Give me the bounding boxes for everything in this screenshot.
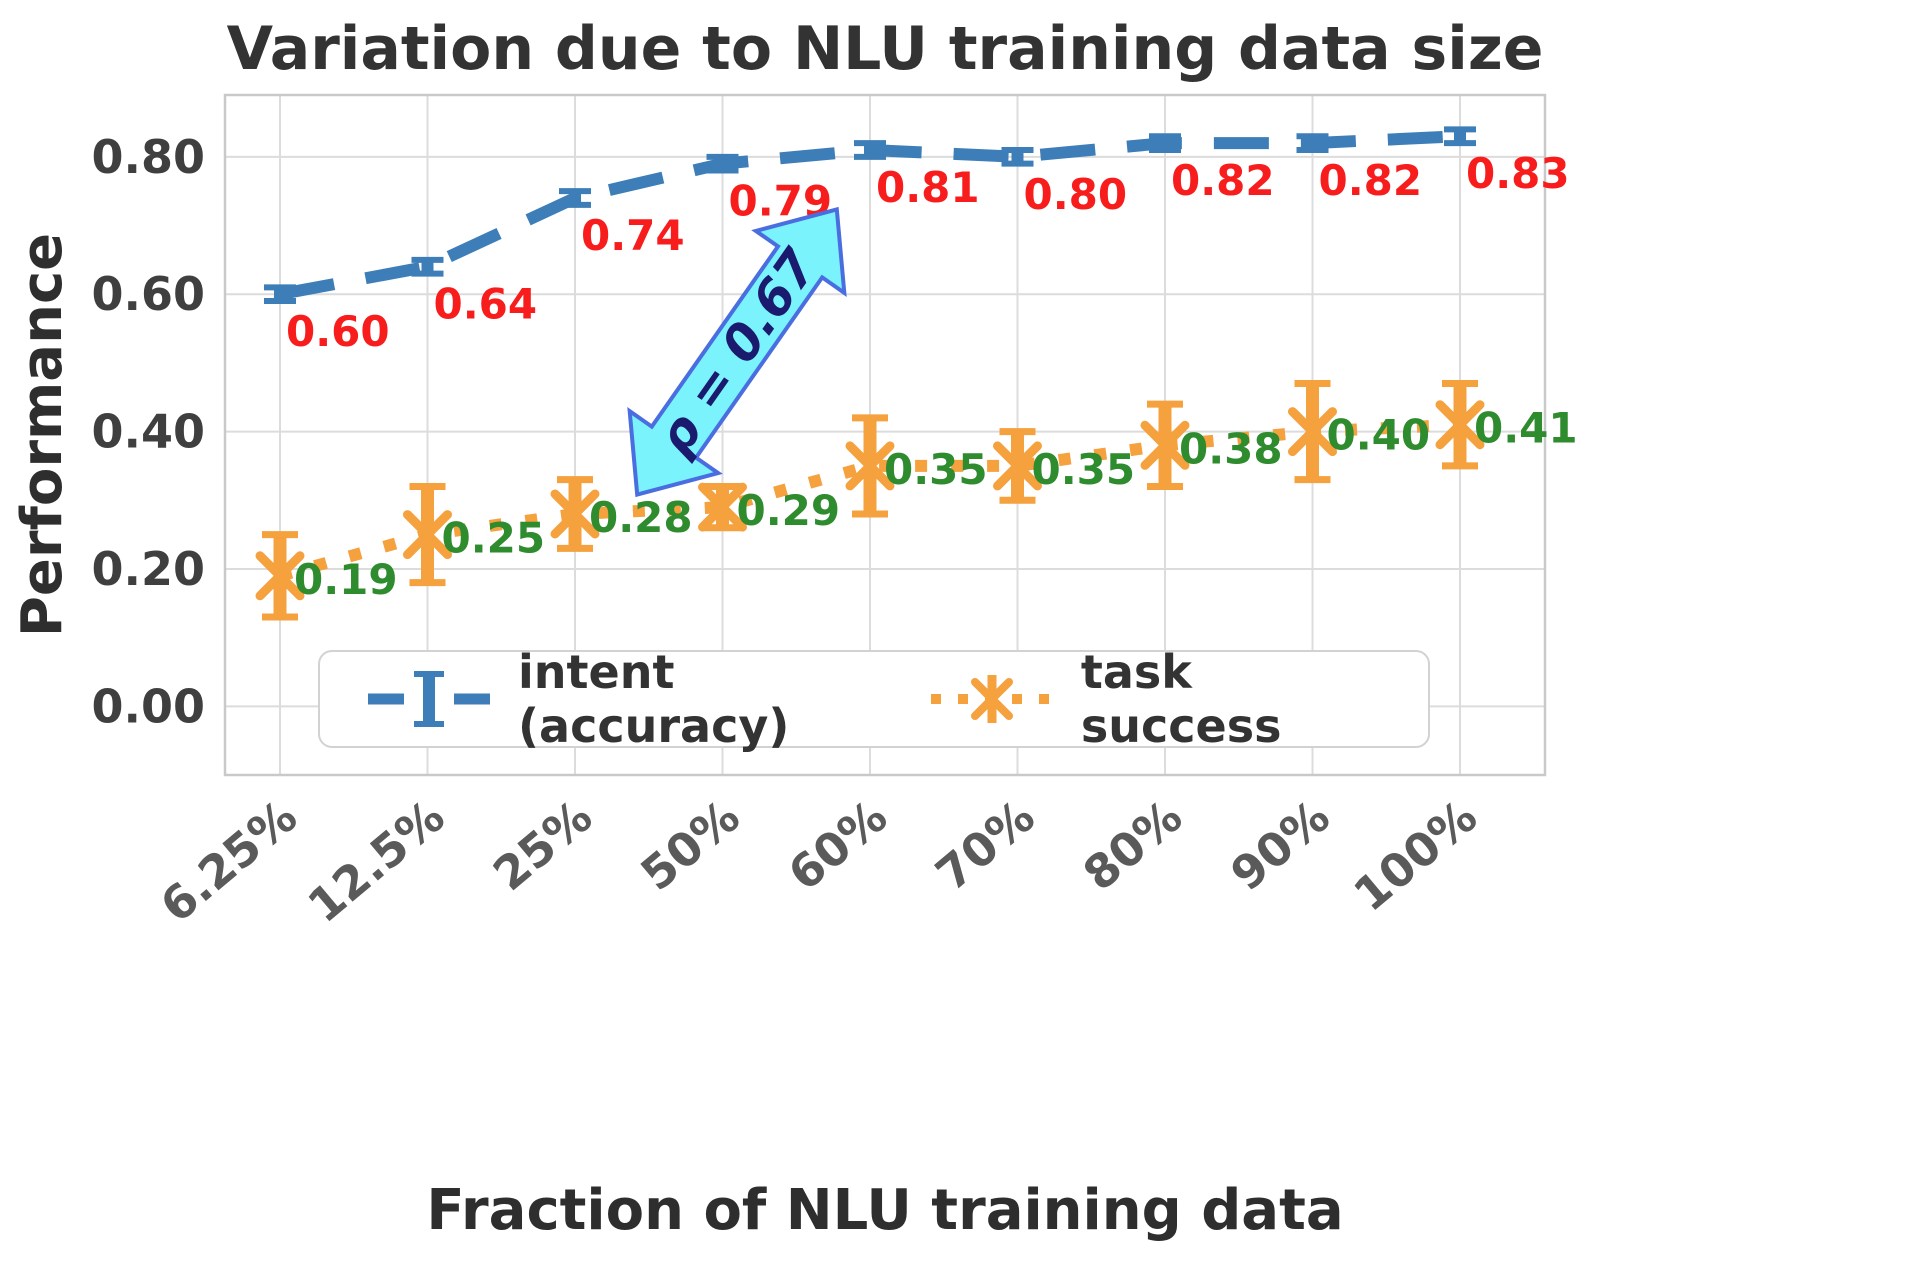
legend-label-task-success: task success (1080, 645, 1282, 753)
svg-text:0.60: 0.60 (92, 267, 206, 321)
svg-text:0.19: 0.19 (294, 555, 398, 604)
intent-value-labels: 0.600.640.740.79 0.81 0.80 0.82 0.82 0.83 (286, 149, 1570, 356)
svg-text:0.38: 0.38 (1179, 424, 1283, 473)
legend-item-task-success: task success (929, 645, 1382, 753)
svg-text:0.35: 0.35 (1032, 445, 1136, 494)
svg-text:12.5%: 12.5% (298, 789, 455, 933)
svg-text:0.41: 0.41 (1474, 404, 1578, 453)
svg-text:0.40: 0.40 (92, 405, 206, 459)
x-axis-label: Fraction of NLU training data (426, 1178, 1344, 1243)
svg-text:0.64: 0.64 (434, 280, 538, 329)
task-success-value-labels: 0.19 0.25 0.28 0.29 0.35 0.35 0.38 0.40 0.41 (294, 404, 1578, 604)
chart-title: Variation due to NLU training data size (226, 14, 1544, 84)
svg-text:0.29: 0.29 (737, 486, 841, 535)
svg-text:0.35: 0.35 (884, 445, 988, 494)
intent-line-icon (368, 671, 490, 727)
svg-text:0.81: 0.81 (876, 163, 980, 212)
svg-text:60%: 60% (778, 789, 897, 901)
svg-text:50%: 50% (631, 789, 750, 901)
svg-text:0.82: 0.82 (1171, 156, 1275, 205)
svg-text:25%: 25% (483, 789, 602, 901)
svg-text:0.60: 0.60 (286, 307, 390, 356)
legend: intent (accuracy) task success (318, 645, 1430, 753)
svg-text:0.28: 0.28 (589, 493, 693, 542)
svg-text:0.00: 0.00 (92, 679, 206, 733)
legend-label-intent: intent (accuracy) (518, 645, 790, 753)
svg-text:90%: 90% (1221, 789, 1340, 901)
svg-text:70%: 70% (926, 789, 1045, 901)
svg-text:0.25: 0.25 (442, 514, 546, 563)
intent-line (278, 130, 1461, 301)
svg-text:0.74: 0.74 (581, 211, 685, 260)
plot-frame (223, 93, 1547, 777)
y-tick-labels: 0.00 0.20 0.40 0.60 0.80 (92, 130, 206, 733)
task-success-marker-icon (930, 675, 1053, 723)
svg-text:80%: 80% (1073, 789, 1192, 901)
svg-text:0.80: 0.80 (92, 130, 206, 184)
svg-text:0.20: 0.20 (92, 542, 206, 596)
svg-text:0.80: 0.80 (1024, 170, 1128, 219)
task-success-markers (255, 400, 1485, 601)
svg-text:0.83: 0.83 (1466, 149, 1570, 198)
x-tick-labels: 6.25%12.5% 25% 50% 60% 70% 80% 90% 100% (150, 789, 1487, 933)
svg-text:0.82: 0.82 (1319, 156, 1423, 205)
svg-text:6.25%: 6.25% (150, 789, 307, 933)
svg-text:0.40: 0.40 (1327, 411, 1431, 460)
legend-item-intent: intent (accuracy) (366, 645, 929, 753)
svg-text:100%: 100% (1343, 789, 1487, 922)
